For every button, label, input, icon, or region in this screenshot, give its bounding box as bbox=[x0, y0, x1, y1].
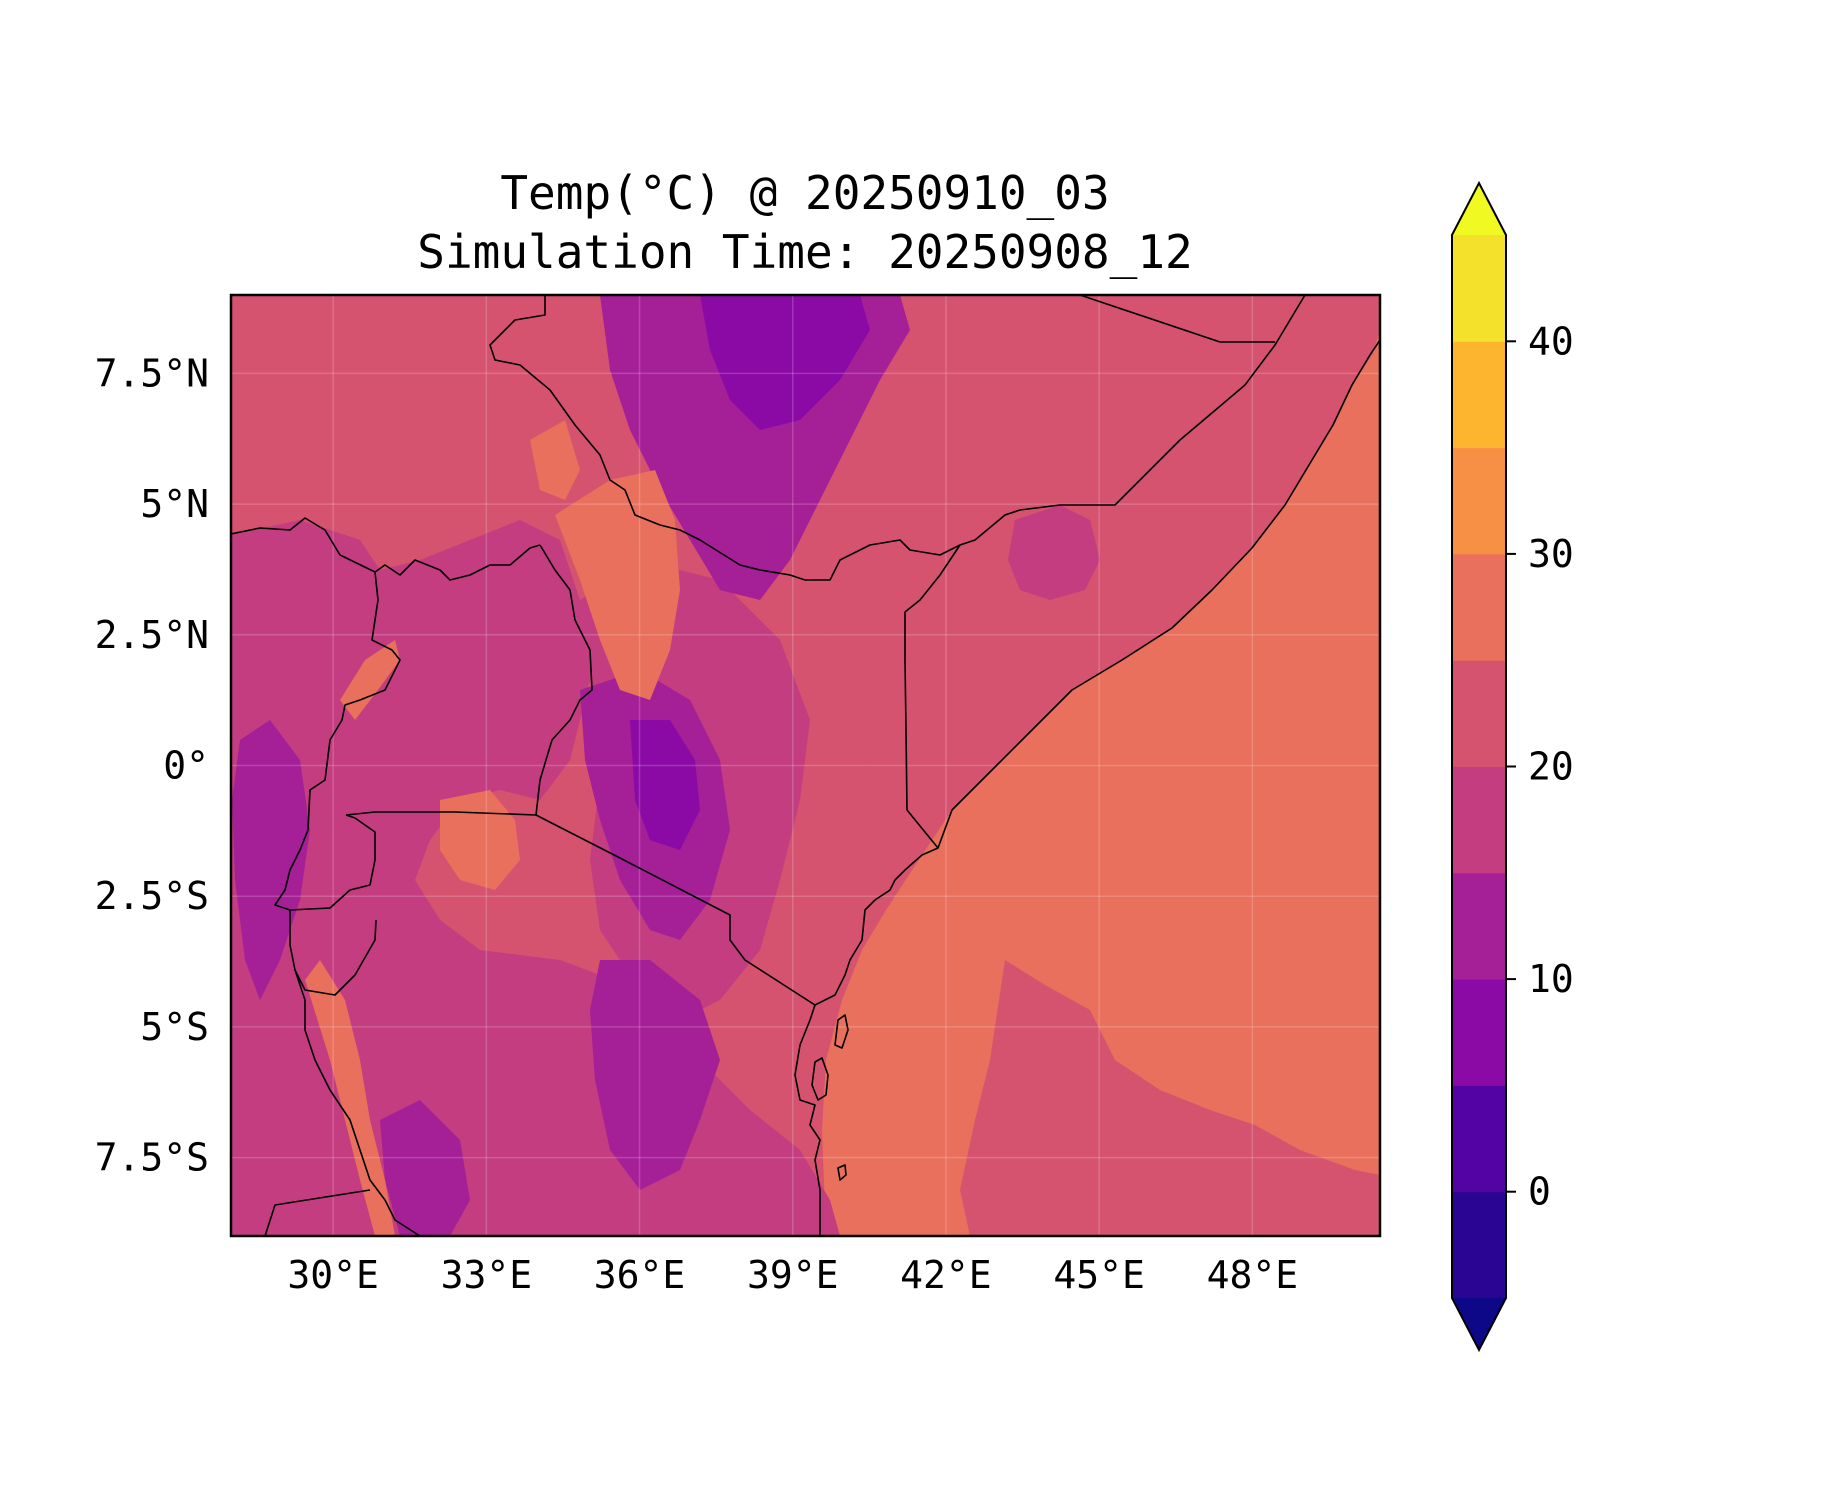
colorbar-band bbox=[1452, 872, 1506, 980]
y-tick-label: 7.5°S bbox=[95, 1136, 209, 1180]
colorbar-band bbox=[1452, 766, 1506, 874]
colorbar-tick-label: 10 bbox=[1528, 957, 1574, 1001]
colorbar-extend-high bbox=[1452, 183, 1506, 235]
border-kenya-somalia bbox=[904, 544, 961, 849]
contour-sudan-warm bbox=[530, 420, 580, 500]
border-south-sudan-uganda bbox=[231, 517, 541, 581]
x-tick-label: 30°E bbox=[287, 1253, 379, 1297]
colorbar-band bbox=[1452, 1085, 1506, 1193]
map-plot-area bbox=[231, 295, 1380, 1236]
contour-turkana-warm bbox=[555, 470, 680, 700]
x-tick-label: 42°E bbox=[900, 1253, 992, 1297]
temperature-contours bbox=[231, 295, 1380, 1236]
map-subtitle: Simulation Time: 20250908_12 bbox=[417, 225, 1192, 279]
gridlines bbox=[231, 295, 1380, 1236]
colorbar-tick-label: 20 bbox=[1528, 745, 1574, 789]
border-zambia bbox=[264, 1189, 371, 1236]
contour-ocean-mid bbox=[960, 960, 1380, 1236]
y-tick-label: 7.5°N bbox=[95, 351, 209, 395]
border-uganda-kenya bbox=[535, 544, 593, 816]
border-burundi-tanzania bbox=[289, 910, 377, 996]
colorbar-band bbox=[1452, 447, 1506, 555]
colorbar-band bbox=[1452, 979, 1506, 1086]
colorbar-tick-label: 30 bbox=[1528, 532, 1574, 576]
x-tick-label: 36°E bbox=[594, 1253, 686, 1297]
border-rwanda-burundi bbox=[274, 814, 376, 911]
border-ethiopia-somaliland bbox=[1079, 295, 1275, 343]
y-tick-label: 5°N bbox=[140, 482, 209, 526]
colorbar-outline bbox=[1451, 180, 1507, 1353]
colorbar: 0 10 20 30 40 bbox=[1451, 180, 1574, 1353]
contour-albertine-warm bbox=[340, 640, 400, 720]
contour-kenya-highland-core bbox=[630, 720, 700, 850]
contour-east-somalia-warm bbox=[1008, 505, 1100, 600]
contour-north-east bbox=[815, 295, 1380, 855]
island-mafia bbox=[837, 1164, 847, 1181]
border-drc-tanzania-lake bbox=[294, 969, 421, 1236]
x-tick-label: 33°E bbox=[441, 1253, 533, 1297]
y-axis: 7.5°N 5°N 2.5°N 0° 2.5°S 5°S 7.5°S bbox=[95, 351, 209, 1179]
x-tick-label: 45°E bbox=[1053, 1253, 1145, 1297]
y-tick-label: 0° bbox=[163, 744, 209, 788]
colorbar-tick-label: 40 bbox=[1528, 319, 1574, 363]
contour-lake-victoria bbox=[440, 790, 520, 890]
island-pemba bbox=[834, 1014, 849, 1049]
border-south-sudan-ethiopia bbox=[489, 295, 1306, 581]
x-tick-label: 39°E bbox=[747, 1253, 839, 1297]
colorbar-band bbox=[1452, 1191, 1506, 1299]
x-tick-label: 48°E bbox=[1207, 1253, 1299, 1297]
colorbar-band bbox=[1452, 660, 1506, 767]
colorbar-band bbox=[1452, 235, 1506, 342]
border-uganda-tanzania bbox=[345, 811, 537, 816]
contour-ethiopia-core bbox=[700, 295, 870, 430]
colorbar-band bbox=[1452, 341, 1506, 449]
country-borders bbox=[231, 295, 1306, 1236]
contour-rift-west bbox=[232, 720, 310, 1000]
map-frame bbox=[229, 293, 1382, 1238]
y-tick-label: 5°S bbox=[140, 1005, 209, 1049]
y-tick-label: 2.5°N bbox=[95, 613, 209, 657]
colorbar-band bbox=[1452, 553, 1506, 661]
colorbar-extend-low bbox=[1452, 1298, 1506, 1350]
colorbar-tick-label: 0 bbox=[1528, 1170, 1551, 1214]
contour-ocean-warm bbox=[822, 330, 1380, 1236]
contour-rift-lake-west bbox=[305, 960, 395, 1236]
y-tick-label: 2.5°S bbox=[95, 874, 209, 918]
map-title: Temp(°C) @ 20250910_03 bbox=[500, 166, 1109, 220]
island-zanzibar bbox=[811, 1057, 829, 1101]
coastline bbox=[794, 339, 1380, 1236]
border-drc-uganda bbox=[307, 571, 401, 831]
contour-tanzania-highland bbox=[590, 960, 720, 1190]
coast-east-africa bbox=[794, 339, 1380, 1236]
border-kenya-tanzania bbox=[535, 814, 816, 1006]
x-axis: 30°E 33°E 36°E 39°E 42°E 45°E 48°E bbox=[287, 1253, 1298, 1297]
contour-southwest-highland bbox=[380, 1100, 470, 1236]
